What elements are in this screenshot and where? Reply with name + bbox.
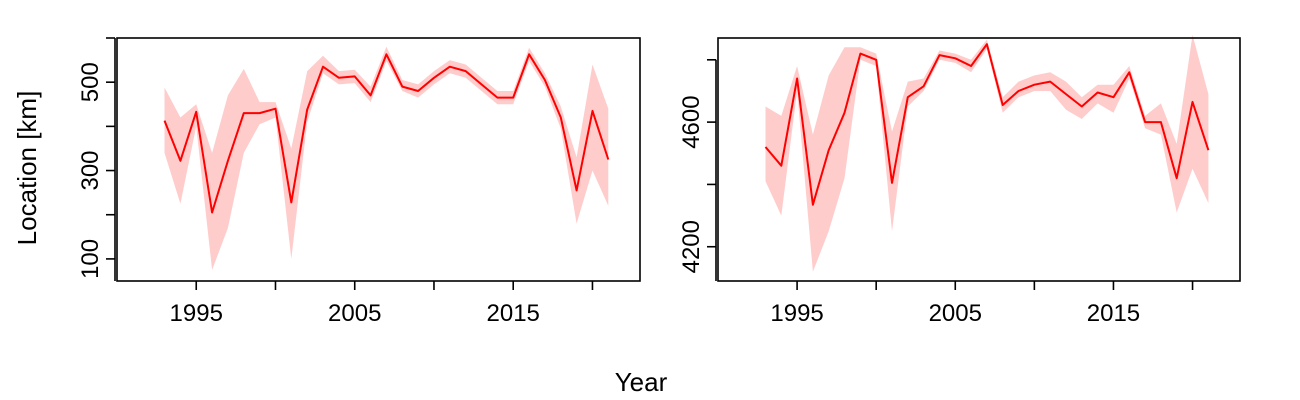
x-tick-label: 2015 [1087,300,1140,327]
right-panel: 1995 2005 2015 4200 4600 [678,34,1241,327]
y-tick-label: 100 [77,239,104,279]
series-line [163,53,610,214]
x-tick-label: 2005 [929,300,982,327]
x-tick-label: 2015 [487,300,540,327]
series-line [764,43,1210,206]
confidence-band [765,34,1209,272]
plot-frame [717,37,1241,282]
y-tick-label: 4600 [678,95,705,148]
y-tick-label: 4200 [678,220,705,273]
y-axis-title: Location [km] [12,91,42,246]
y-tick-label: 500 [77,62,104,102]
y-tick-label: 300 [77,150,104,190]
plot-frame [116,37,641,282]
x-tick-label: 1995 [170,300,223,327]
x-tick-label: 2005 [328,300,381,327]
x-axis-title: Year [615,367,668,397]
left-panel: 1995 2005 2015 100 300 500 [77,37,641,327]
x-tick-label: 1995 [770,300,823,327]
confidence-band [164,46,609,270]
